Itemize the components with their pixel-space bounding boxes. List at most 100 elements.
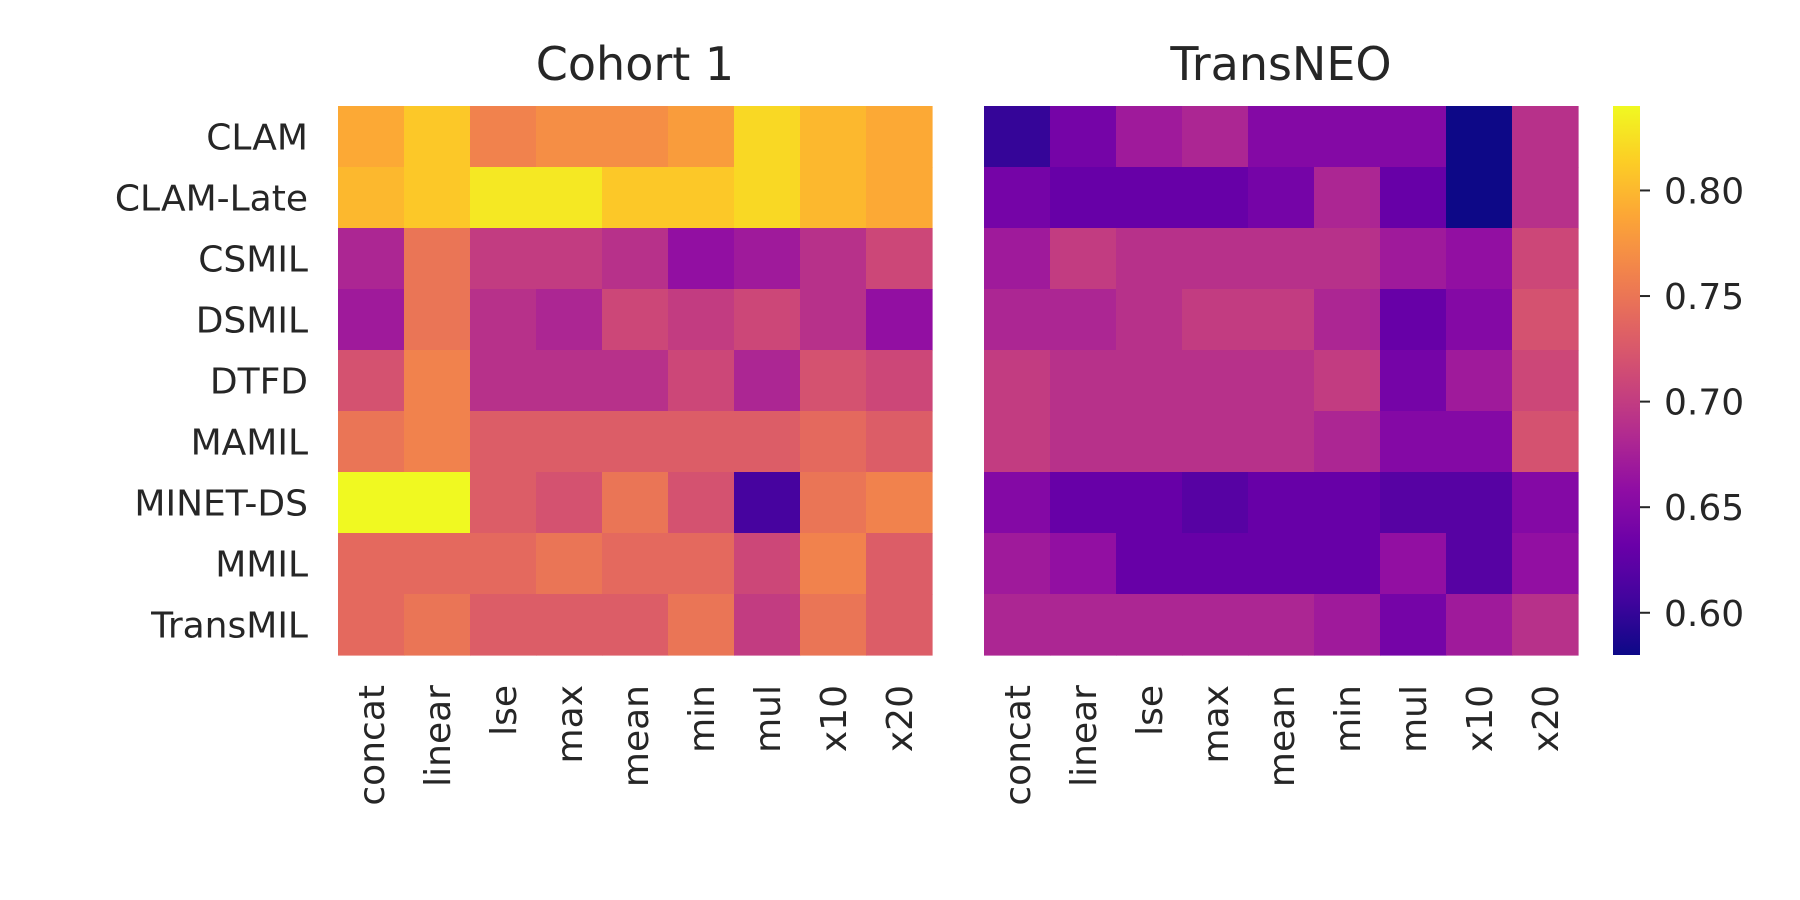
heatmap-cell-minet-ds-mul	[1380, 472, 1447, 534]
column-label-min: min	[1328, 685, 1369, 753]
row-label-minet-ds: MINET-DS	[134, 484, 308, 525]
heatmap-cell-csmil-x10	[1446, 228, 1513, 290]
heatmap-cell-dtfd-linear	[1050, 350, 1117, 412]
heatmap-cell-csmil-mean	[1248, 228, 1315, 290]
heatmap-cell-clam-mul	[1380, 106, 1447, 168]
heatmap-cell-mmil-mul	[1380, 533, 1447, 595]
heatmap-cell-clam-lse	[470, 106, 537, 168]
heatmap-cell-clam-late-mean	[1248, 167, 1315, 229]
heatmap-cell-dsmil-mul	[734, 289, 801, 351]
column-label-max: max	[1196, 685, 1237, 763]
heatmap-cell-mamil-mean	[602, 411, 669, 473]
heatmap-cell-clam-mean	[602, 106, 669, 168]
heatmap-cell-clam-x10	[800, 106, 867, 168]
heatmap-cell-mamil-concat	[984, 411, 1051, 473]
heatmap-cell-minet-ds-max	[1182, 472, 1249, 534]
heatmap-cell-minet-ds-linear	[1050, 472, 1117, 534]
heatmap-cell-mmil-mul	[734, 533, 801, 595]
heatmap-cell-mamil-lse	[1116, 411, 1183, 473]
row-label-transmil: TransMIL	[150, 606, 308, 647]
heatmap-cell-clam-linear	[404, 106, 471, 168]
heatmap-cell-clam-linear	[1050, 106, 1117, 168]
heatmap-cell-csmil-min	[1314, 228, 1381, 290]
colorbar-tick-label: 0.80	[1664, 171, 1744, 212]
colorbar-tick-label: 0.65	[1664, 488, 1744, 529]
column-label-linear: linear	[1064, 685, 1105, 787]
heatmap-cell-minet-ds-mean	[602, 472, 669, 534]
heatmap-cell-dsmil-linear	[404, 289, 471, 351]
heatmap-cell-mamil-x20	[866, 411, 933, 473]
heatmap-cell-dsmil-max	[536, 289, 603, 351]
heatmap-cell-csmil-lse	[470, 228, 537, 290]
heatmap-cell-mmil-x20	[1512, 533, 1579, 595]
heatmap-cell-mmil-concat	[338, 533, 405, 595]
column-label-concat: concat	[998, 685, 1039, 806]
heatmap-cell-mamil-linear	[1050, 411, 1117, 473]
heatmap-cell-minet-ds-max	[536, 472, 603, 534]
heatmap-cell-mamil-concat	[338, 411, 405, 473]
heatmap-cell-dtfd-min	[668, 350, 735, 412]
heatmap-cell-dsmil-concat	[984, 289, 1051, 351]
heatmap-cell-clam-x10	[1446, 106, 1513, 168]
heatmap-cell-minet-ds-lse	[1116, 472, 1183, 534]
column-label-mul: mul	[1394, 685, 1435, 753]
heatmap-cell-mmil-min	[1314, 533, 1381, 595]
colorbar-tick-label: 0.75	[1664, 277, 1744, 318]
heatmap-cell-clam-late-x20	[866, 167, 933, 229]
heatmap-cell-minet-ds-x20	[866, 472, 933, 534]
heatmap-cell-minet-ds-linear	[404, 472, 471, 534]
column-label-lse: lse	[484, 685, 525, 736]
row-label-mmil: MMIL	[215, 545, 308, 586]
heatmap-cell-dtfd-mul	[734, 350, 801, 412]
heatmap-cell-clam-late-linear	[404, 167, 471, 229]
column-label-mean: mean	[616, 685, 657, 787]
colorbar-tick-label: 0.70	[1664, 383, 1744, 424]
heatmap-cell-transmil-mean	[602, 594, 669, 656]
heatmap-cell-dsmil-x10	[1446, 289, 1513, 351]
heatmap-cell-dtfd-max	[1182, 350, 1249, 412]
heatmap-cell-transmil-concat	[984, 594, 1051, 656]
heatmap-cell-minet-ds-concat	[984, 472, 1051, 534]
row-label-mamil: MAMIL	[191, 423, 308, 464]
heatmap-cell-csmil-linear	[1050, 228, 1117, 290]
column-label-mul: mul	[748, 685, 789, 753]
heatmap-cell-mmil-max	[536, 533, 603, 595]
heatmap-cell-clam-late-min	[668, 167, 735, 229]
heatmap-cell-dtfd-mean	[602, 350, 669, 412]
heatmap-cell-clam-x20	[1512, 106, 1579, 168]
heatmap-cell-transmil-concat	[338, 594, 405, 656]
heatmap-cell-dtfd-x10	[1446, 350, 1513, 412]
heatmap-cell-dtfd-lse	[470, 350, 537, 412]
colorbar: 0.60 0.65 0.70 0.75 0.80	[1613, 106, 1744, 655]
row-label-clam: CLAM	[206, 118, 308, 159]
heatmap-cell-dtfd-linear	[404, 350, 471, 412]
heatmap-cell-mamil-mul	[1380, 411, 1447, 473]
heatmap-cell-csmil-lse	[1116, 228, 1183, 290]
heatmap-cell-dtfd-mul	[1380, 350, 1447, 412]
heatmap-cell-clam-max	[1182, 106, 1249, 168]
heatmap-cell-clam-late-x20	[1512, 167, 1579, 229]
heatmap-cell-dtfd-x10	[800, 350, 867, 412]
heatmap-cell-clam-late-mul	[734, 167, 801, 229]
heatmap-cell-minet-ds-mean	[1248, 472, 1315, 534]
heatmap-cell-csmil-concat	[984, 228, 1051, 290]
heatmap-cell-dtfd-max	[536, 350, 603, 412]
heatmap-cell-minet-ds-x20	[1512, 472, 1579, 534]
heatmap-cell-mmil-lse	[1116, 533, 1183, 595]
heatmap-cell-transmil-linear	[404, 594, 471, 656]
heatmap-cell-transmil-min	[1314, 594, 1381, 656]
heatmap-cell-dsmil-max	[1182, 289, 1249, 351]
heatmap-cell-mmil-lse	[470, 533, 537, 595]
column-label-x20: x20	[1526, 685, 1567, 752]
heatmap-cell-transmil-max	[1182, 594, 1249, 656]
heatmap-cell-csmil-x10	[800, 228, 867, 290]
heatmap-cell-mmil-max	[1182, 533, 1249, 595]
heatmap-cell-csmil-max	[1182, 228, 1249, 290]
heatmap-cell-clam-late-lse	[1116, 167, 1183, 229]
heatmap-cell-transmil-max	[536, 594, 603, 656]
heatmap-cell-clam-mean	[1248, 106, 1315, 168]
row-label-dtfd: DTFD	[210, 362, 308, 403]
heatmap-cell-csmil-mul	[734, 228, 801, 290]
heatmap-cell-mamil-x10	[1446, 411, 1513, 473]
heatmap-cell-transmil-linear	[1050, 594, 1117, 656]
